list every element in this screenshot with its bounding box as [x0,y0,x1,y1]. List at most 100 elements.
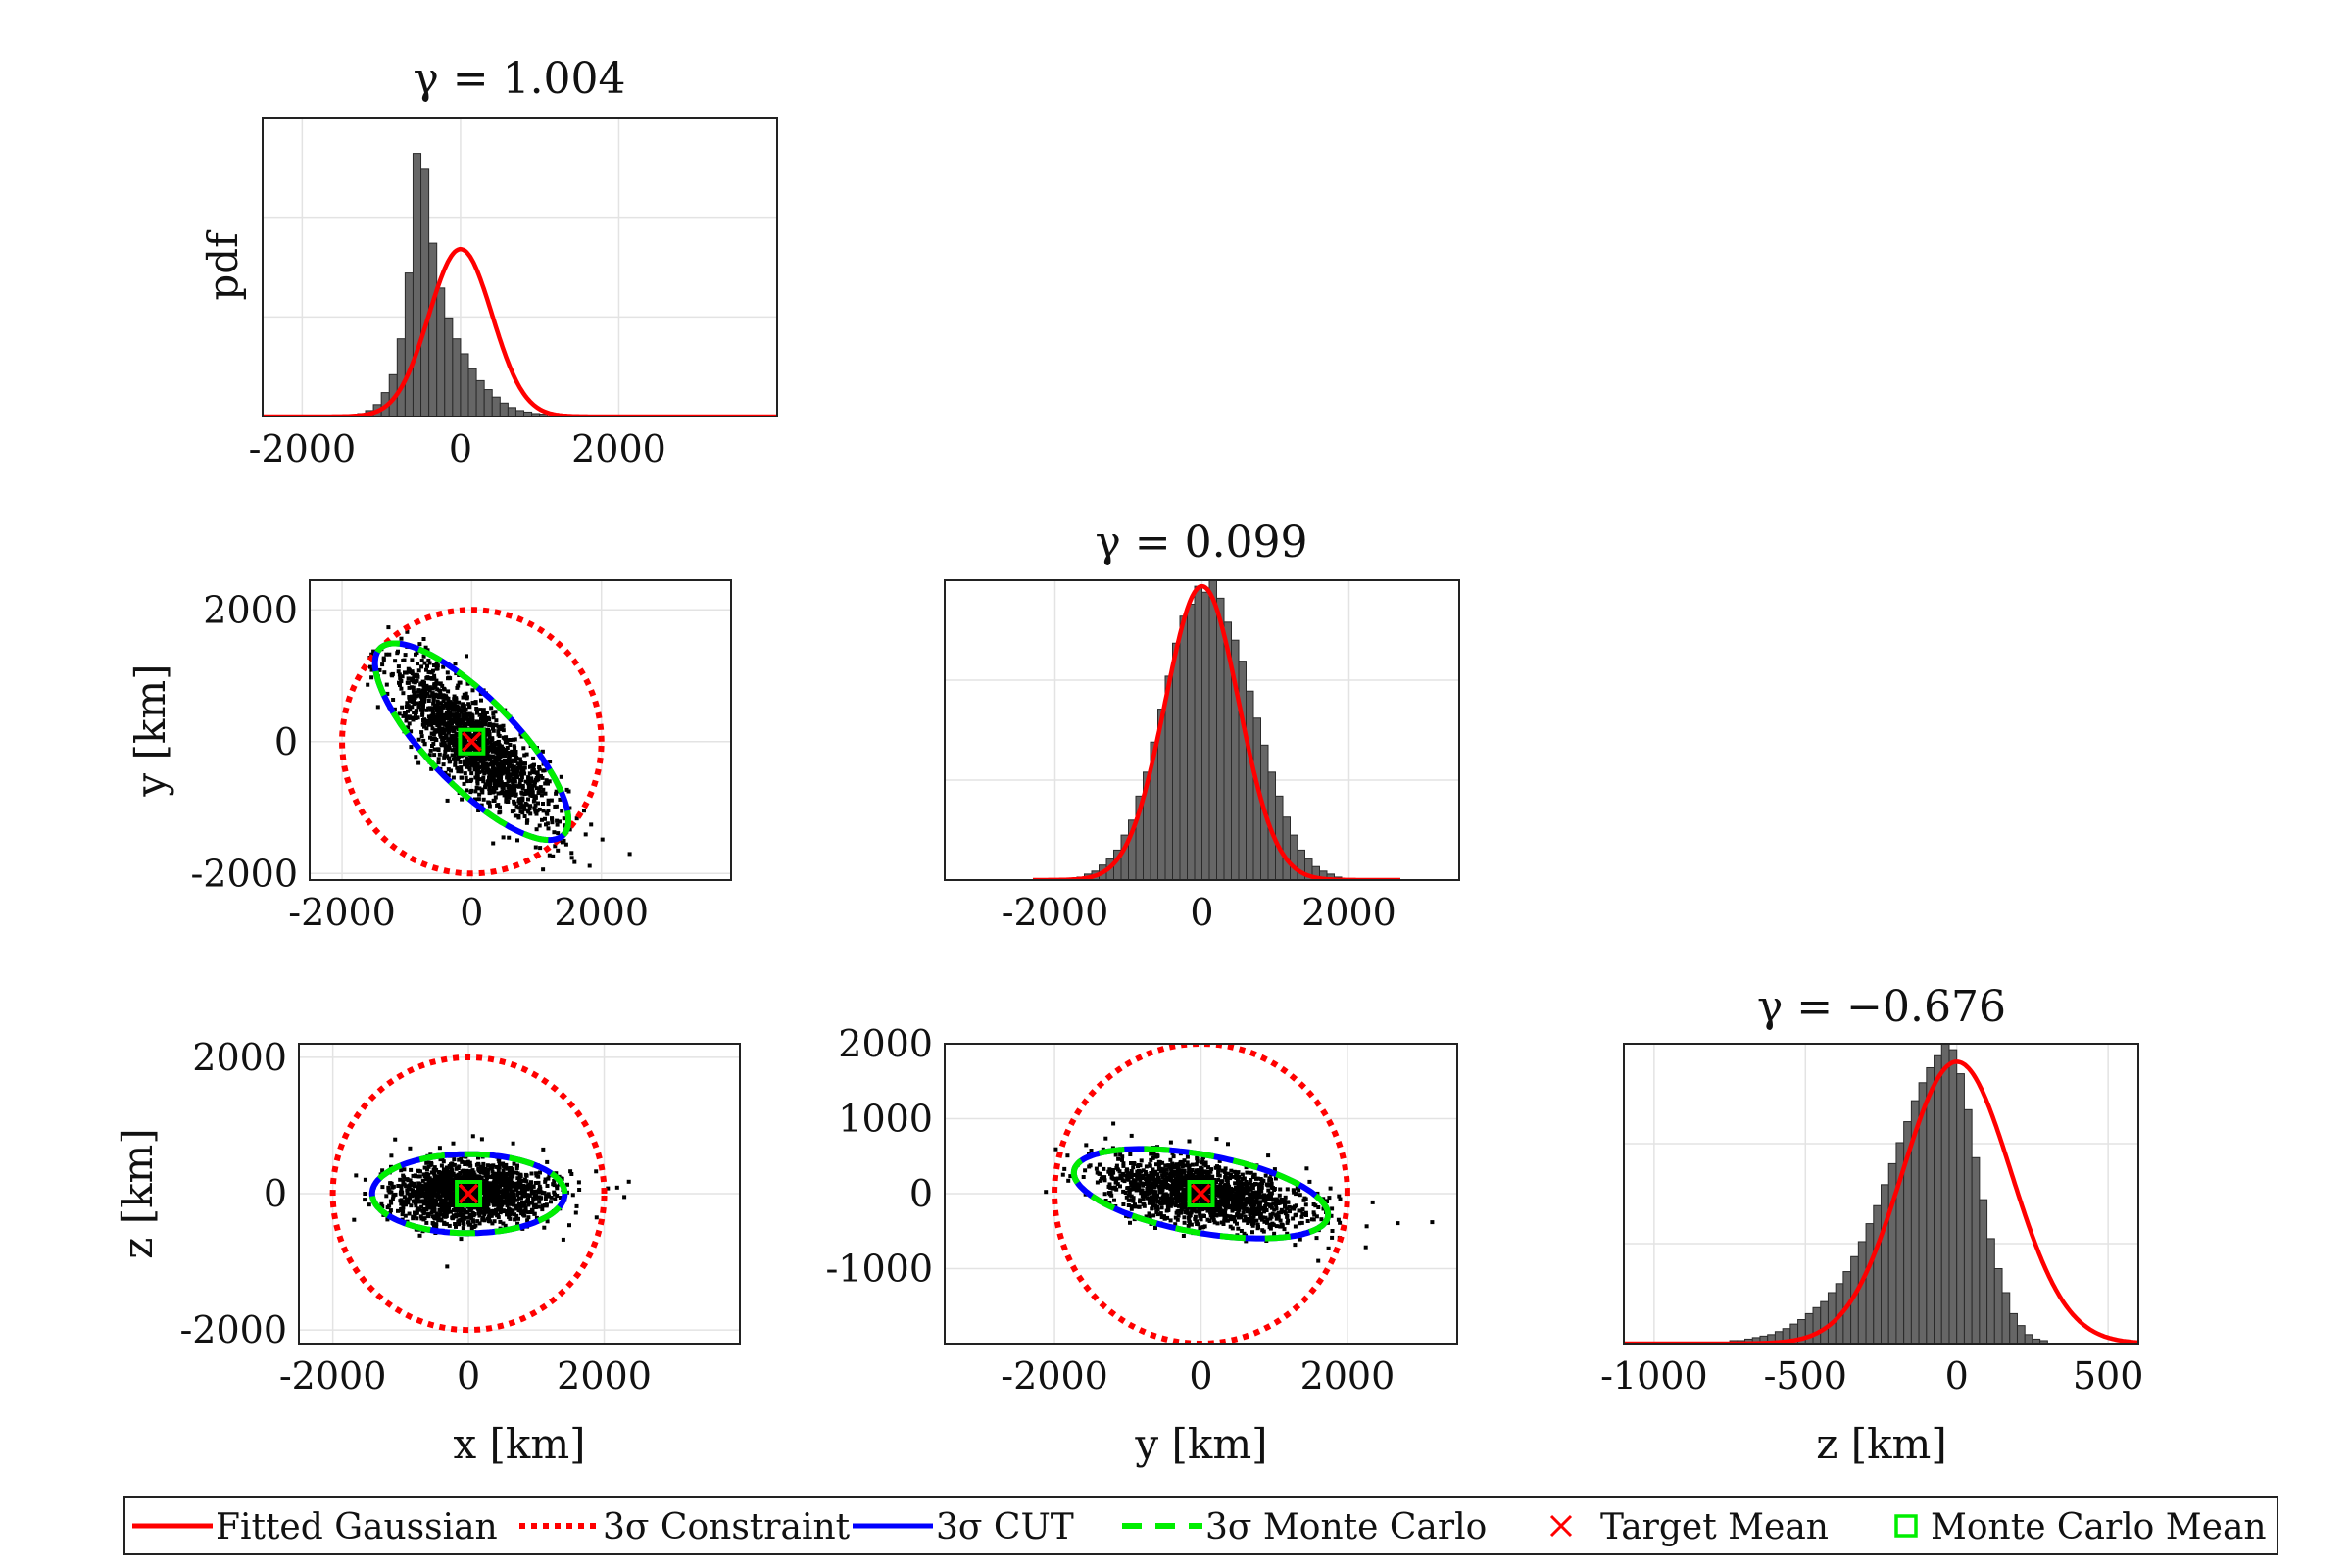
scatter-point [438,732,443,737]
scatter-point [470,1168,475,1173]
scatter-point [556,848,561,853]
scatter-point [1262,1193,1266,1198]
scatter-point [497,734,502,738]
scatter-point [455,765,460,770]
scatter-point [1128,1198,1133,1202]
scatter-point [420,722,425,727]
scatter-point [502,765,506,770]
scatter-point [1152,1200,1156,1204]
scatter-point [1136,1188,1141,1193]
scatter-point [414,672,418,677]
scatter-point [1123,1191,1128,1195]
scatter-point [507,764,511,769]
scatter-point [1200,1157,1205,1162]
scatter-point [543,1179,548,1184]
scatter-point [1268,1212,1273,1217]
scatter-point [1305,1219,1310,1223]
scatter-point [522,765,527,770]
scatter-point [553,1192,557,1197]
scatter-point [443,749,448,754]
scatter-point [1103,1136,1108,1141]
scatter-point [433,728,438,733]
scatter-point [1187,1139,1192,1144]
scatter-point [1237,1174,1241,1179]
scatter-point [1304,1166,1309,1171]
scatter-point [477,786,482,791]
scatter-point [1216,1201,1221,1206]
scatter-point [560,808,564,813]
scatter-point [1210,1174,1215,1179]
scatter-point [488,1187,493,1191]
scatter-point [494,1182,499,1187]
scatter-point [549,798,554,803]
scatter-point [525,1199,530,1203]
scatter-point [483,1171,488,1175]
scatter-point [1137,1176,1142,1181]
scatter-point [428,708,433,712]
scatter-point [1065,1153,1070,1158]
scatter-point [1303,1202,1308,1207]
scatter-point [484,710,489,714]
scatter-point [403,653,408,658]
scatter-point [1223,1166,1228,1171]
scatter-point [1160,1167,1165,1172]
scatter-point [453,760,458,765]
x-tick-label: 2000 [1300,1354,1396,1397]
scatter-point [1150,1187,1154,1192]
scatter-point [457,723,462,728]
scatter-point [1227,1203,1232,1208]
scatter-point [441,1192,446,1197]
scatter-point [464,738,468,743]
scatter-point [1246,1218,1250,1223]
scatter-point [417,642,422,647]
scatter-point [544,1203,549,1208]
scatter-point [401,1179,406,1184]
scatter-point [423,1197,428,1201]
scatter-point [419,1183,424,1188]
scatter-point [443,743,448,748]
scatter-point [518,805,523,809]
scatter-point [1176,1194,1181,1199]
scatter-point [1170,1162,1175,1167]
scatter-point [1248,1212,1252,1217]
scatter-point [1222,1218,1227,1223]
scatter-point [487,735,492,740]
scatter-point [470,701,475,706]
scatter-point [421,1206,426,1211]
scatter-point [1293,1224,1298,1229]
scatter-point [1158,1196,1163,1200]
scatter-point [481,757,486,761]
scatter-point [475,749,480,754]
scatter-point [475,1219,480,1224]
scatter-point [401,691,406,696]
scatter-point [485,1194,490,1199]
x-tick-label: 2000 [557,1354,652,1397]
scatter-point [1294,1192,1298,1197]
scatter-point [466,1215,469,1220]
scatter-point [508,773,513,778]
scatter-point [419,664,424,669]
scatter-point [1118,1184,1122,1189]
scatter-point [1194,1200,1199,1204]
scatter-point [543,1177,548,1182]
scatter-point [454,700,459,705]
scatter-point [1094,1166,1099,1171]
scatter-point [1227,1187,1232,1192]
scatter-point [476,1168,481,1173]
scatter-point [489,1184,494,1189]
scatter-point [537,1188,542,1193]
scatter-point [1141,1183,1146,1188]
scatter-point [464,1197,468,1201]
scatter-point [421,702,425,707]
scatter-point [450,753,455,758]
scatter-point [1151,1176,1155,1181]
scatter-point [519,1196,523,1200]
scatter-point [1178,1198,1183,1202]
scatter-point [457,680,462,685]
scatter-point [472,767,477,772]
scatter-point [508,1207,513,1212]
scatter-point [1236,1215,1241,1220]
scatter-point [483,722,488,727]
scatter-point [506,1198,511,1201]
